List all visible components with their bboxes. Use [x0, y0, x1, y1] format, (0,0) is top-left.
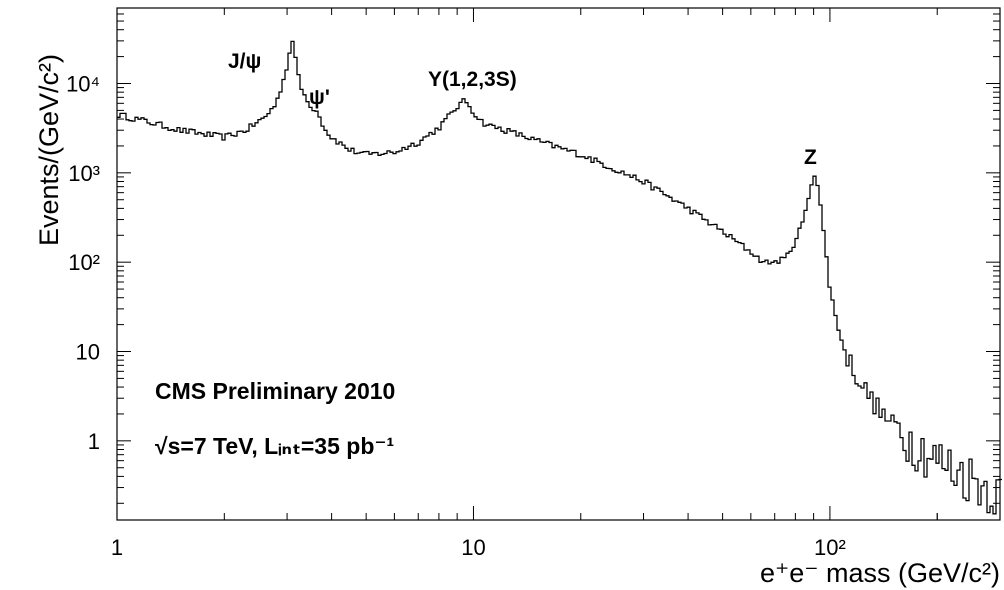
z-annotation: Z	[804, 146, 817, 169]
cms-conditions: √s=7 TeV, Lᵢₙₜ=35 pb⁻¹	[155, 433, 394, 459]
axes: 1 10 10² 1 10 10² 10³ 10⁴	[66, 7, 1001, 560]
y-tick-label: 10⁴	[66, 71, 100, 96]
x-tick-label: 1	[111, 535, 123, 560]
jpsi-annotation: J/ψ	[228, 50, 261, 73]
x-tick-label: 10²	[814, 535, 846, 560]
y-tick-label: 10²	[68, 250, 100, 275]
series-layer	[117, 40, 1002, 515]
x-axis-title: e⁺e⁻ mass (GeV/c²)	[760, 558, 1000, 588]
y-axis-title: Events/(GeV/c²)	[34, 54, 64, 246]
y-tick-label: 10³	[68, 161, 100, 186]
psi-prime-annotation: ψ'	[309, 86, 330, 109]
series-histogram	[117, 40, 1002, 515]
upsilon-annotation: Υ(1,2,3S)	[428, 68, 517, 91]
plot-frame	[116, 7, 1001, 521]
annotations-layer: Events/(GeV/c²) e⁺e⁻ mass (GeV/c²) J/ψ ψ…	[34, 50, 1000, 588]
y-tick-label: 1	[88, 429, 100, 454]
x-tick-label: 10	[461, 535, 485, 560]
cms-label: CMS Preliminary 2010	[155, 378, 395, 404]
y-tick-label: 10	[76, 340, 100, 365]
